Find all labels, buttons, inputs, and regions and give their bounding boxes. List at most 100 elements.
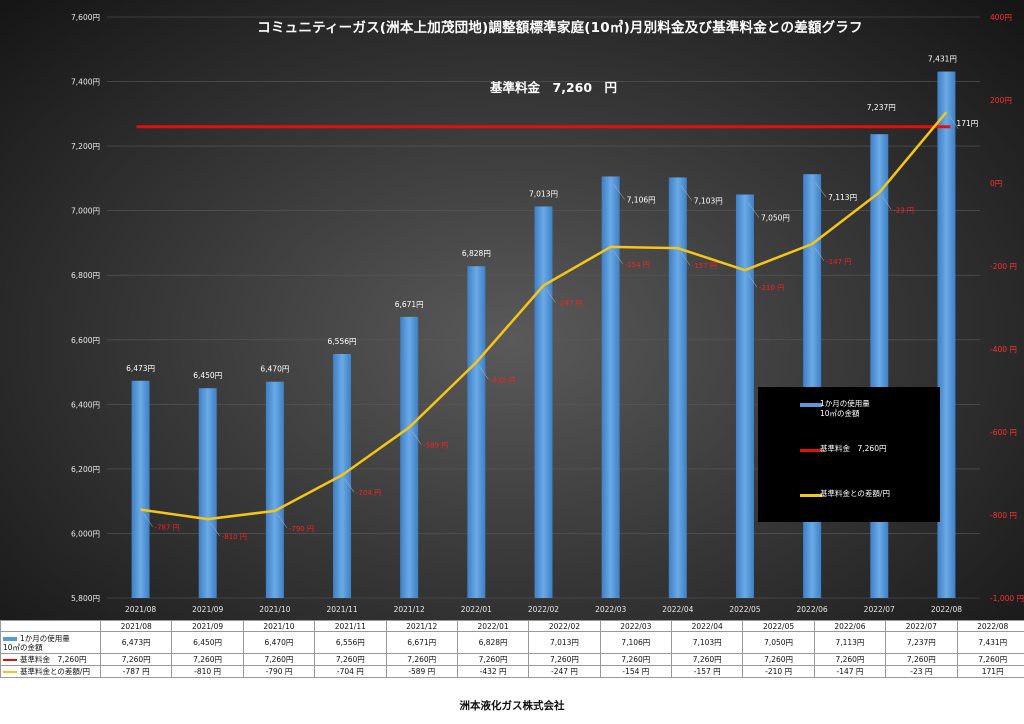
x-category-label: 2022/03 <box>595 605 626 614</box>
table-header-row: 2021/08 2021/09 2021/10 2021/11 2021/12 2022/… <box>0 620 1024 632</box>
table-cell: 7,106円 <box>599 631 673 654</box>
table-corner-cell <box>0 620 101 632</box>
left-tick-label: 6,200円 <box>71 465 100 474</box>
bar-label-leader <box>814 182 827 198</box>
x-category-label: 2021/09 <box>192 605 223 614</box>
table-cell: 7,260円 <box>242 653 316 666</box>
table-cell: -790 円 <box>242 665 316 678</box>
diff-value-label: -247 円 <box>558 300 583 308</box>
diff-label-leader <box>546 289 556 303</box>
x-category-label: 2021/12 <box>394 605 425 614</box>
table-header-cell: 2022/06 <box>813 620 887 632</box>
bar-value-label: 7,106円 <box>627 195 656 204</box>
table-cell: -589 円 <box>385 665 458 678</box>
diff-label-leader <box>411 431 422 445</box>
table-cell: -157 円 <box>670 665 744 678</box>
left-tick-label: 7,400円 <box>71 78 100 87</box>
bar <box>131 380 150 598</box>
table-cell: 7,103円 <box>670 631 744 654</box>
diff-value-label: -154 円 <box>625 261 650 269</box>
table-cell: 7,260円 <box>956 653 1024 666</box>
bar-value-label: 6,470円 <box>260 365 289 374</box>
diff-value-label: -147 円 <box>826 258 851 266</box>
left-tick-label: 6,000円 <box>71 529 100 538</box>
table-cell: 6,470円 <box>242 631 316 654</box>
diff-label-leader <box>277 514 288 528</box>
table-header-cell: 2022/01 <box>456 620 530 632</box>
table-cell: 7,260円 <box>385 653 458 666</box>
table-cell: 7,260円 <box>99 653 173 666</box>
diff-value-label: -23 円 <box>893 207 914 215</box>
x-category-label: 2022/08 <box>931 605 962 614</box>
bar-value-label: 7,431円 <box>928 55 957 64</box>
right-tick-label: -1,000 円 <box>990 594 1024 603</box>
table-header-cell: 2022/03 <box>599 620 673 632</box>
diff-label-leader <box>613 250 623 265</box>
bar <box>534 206 553 598</box>
diff-label-leader <box>882 196 892 210</box>
table-cell: -154 円 <box>599 665 673 678</box>
diff-value-label: -210 円 <box>759 284 784 292</box>
x-category-label: 2022/04 <box>662 605 693 614</box>
diff-label-leader <box>949 115 959 130</box>
company-footer: 洲本液化ガス株式会社 <box>459 700 565 712</box>
bar-value-label: 6,450円 <box>193 371 222 380</box>
diff-value-label: 171円 <box>956 119 978 128</box>
bar <box>937 71 956 599</box>
table-row: 基準料金との差額/円 -787 円 -810 円 -790 円 -704 円 -589 円… <box>0 665 1024 678</box>
table-row-header: 基準料金 7,260円 <box>0 653 101 666</box>
legend-swatch-bar <box>800 403 822 407</box>
right-tick-label: -800 円 <box>990 511 1017 520</box>
diff-value-label: -790 円 <box>289 525 314 533</box>
table-cell: 7,260円 <box>528 653 601 666</box>
bar-value-label: 7,103円 <box>694 196 723 205</box>
table-header-cell: 2022/05 <box>742 620 815 632</box>
diff-line <box>140 111 948 521</box>
x-category-label: 2022/01 <box>461 605 492 614</box>
diff-label-leader <box>479 366 489 380</box>
diff-value-label: -157 円 <box>692 262 717 270</box>
chart-title: コミュニティーガス(洲本上加茂団地)調整額標準家庭(10㎥)月別料金及び基準料金… <box>257 20 863 36</box>
table-cell: 7,260円 <box>599 653 673 666</box>
bar <box>601 176 620 599</box>
x-category-label: 2022/02 <box>528 605 559 614</box>
left-tick-label: 7,000円 <box>71 207 100 216</box>
table-cell: -247 円 <box>528 665 601 678</box>
table-row-label: 基準料金 7,260円 <box>20 655 87 664</box>
bar-value-label: 6,473円 <box>126 364 155 373</box>
bar <box>668 177 687 598</box>
table-row: 基準料金 7,260円 7,260円 7,260円 7,260円 7,260円 7,260… <box>0 653 1024 666</box>
bar-value-label: 7,050円 <box>761 214 790 223</box>
table-cell: 7,013円 <box>528 631 601 654</box>
bar <box>467 266 486 598</box>
bar-value-label: 7,013円 <box>529 189 558 198</box>
left-tick-label: 6,800円 <box>71 271 100 280</box>
table-cell: 7,113円 <box>813 631 887 654</box>
diff-value-label: -704 円 <box>356 489 381 497</box>
table-row: 1か月の使用量 10㎥の金額 6,473円 6,450円 6,470円 6,556円 6,… <box>0 631 1024 654</box>
table-cell: 7,260円 <box>171 653 244 666</box>
bar-value-label: 7,113円 <box>828 193 857 202</box>
legend-item-base: 基準料金 7,260円 <box>820 444 887 453</box>
bar-value-label: 6,556円 <box>328 337 357 346</box>
table-cell: 7,260円 <box>742 653 815 666</box>
x-category-label: 2021/11 <box>326 605 357 614</box>
table-cell: 7,431円 <box>956 631 1024 654</box>
table-cell: 7,260円 <box>670 653 744 666</box>
table-cell: 7,260円 <box>314 653 387 666</box>
right-tick-label: -400 円 <box>990 345 1017 354</box>
bar-value-label: 6,828円 <box>462 249 491 258</box>
x-category-label: 2022/07 <box>864 605 895 614</box>
left-tick-label: 7,200円 <box>71 142 100 151</box>
table-cell: -704 円 <box>314 665 387 678</box>
x-category-label: 2021/10 <box>259 605 290 614</box>
table-cell: 7,237円 <box>885 631 958 654</box>
right-tick-label: -200 円 <box>990 262 1017 271</box>
bar <box>870 134 889 598</box>
data-table: 2021/08 2021/09 2021/10 2021/11 2021/12 2022/… <box>0 620 1024 678</box>
diff-value-label: -810 円 <box>222 533 247 541</box>
table-cell: 6,473円 <box>99 631 173 654</box>
bar <box>265 381 284 598</box>
bar-value-label: 7,237円 <box>867 103 896 112</box>
table-cell: -810 円 <box>171 665 244 678</box>
